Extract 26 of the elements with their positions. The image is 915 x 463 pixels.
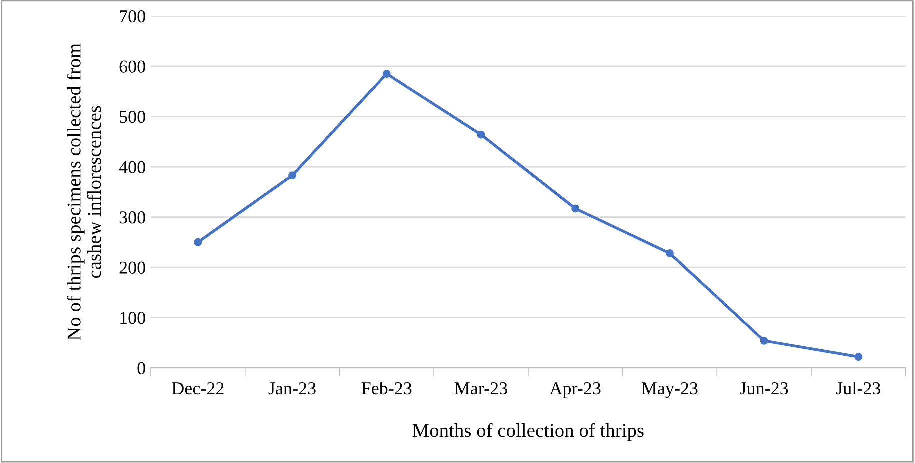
point [194, 238, 202, 246]
x-tick-label: Dec-22 [172, 382, 224, 395]
y-tick-label: 0 [138, 362, 146, 375]
point [760, 336, 768, 345]
y-tick-label: 600 [120, 60, 146, 73]
y-tick-label: 100 [120, 312, 146, 324]
point [382, 70, 391, 78]
x-tick-label: Feb-23 [362, 382, 412, 395]
point [666, 249, 674, 258]
y-tick-label: 500 [120, 111, 146, 124]
x-tick-label: Jul-23 [836, 382, 881, 395]
x-tick-label: Jun-23 [740, 382, 788, 395]
x-tick-label: Apr-23 [550, 382, 601, 398]
y-tick-label: 400 [119, 161, 146, 174]
y-axis-title: No of thrips specimens collected from cashew inflorescences [66, 44, 102, 340]
point [477, 130, 486, 139]
y-tick-label: 700 [120, 10, 146, 23]
point [854, 353, 863, 362]
x-tick-label: Mar-23 [454, 382, 508, 395]
point [572, 204, 580, 213]
point [288, 172, 297, 180]
y-tick-label: 300 [120, 212, 146, 224]
x-axis-title: Months of collection of thrips [412, 423, 644, 442]
y-tick-label: 200 [120, 262, 146, 274]
x-tick-label: Jan-23 [268, 382, 316, 395]
x-tick-label: May-23 [642, 382, 698, 398]
